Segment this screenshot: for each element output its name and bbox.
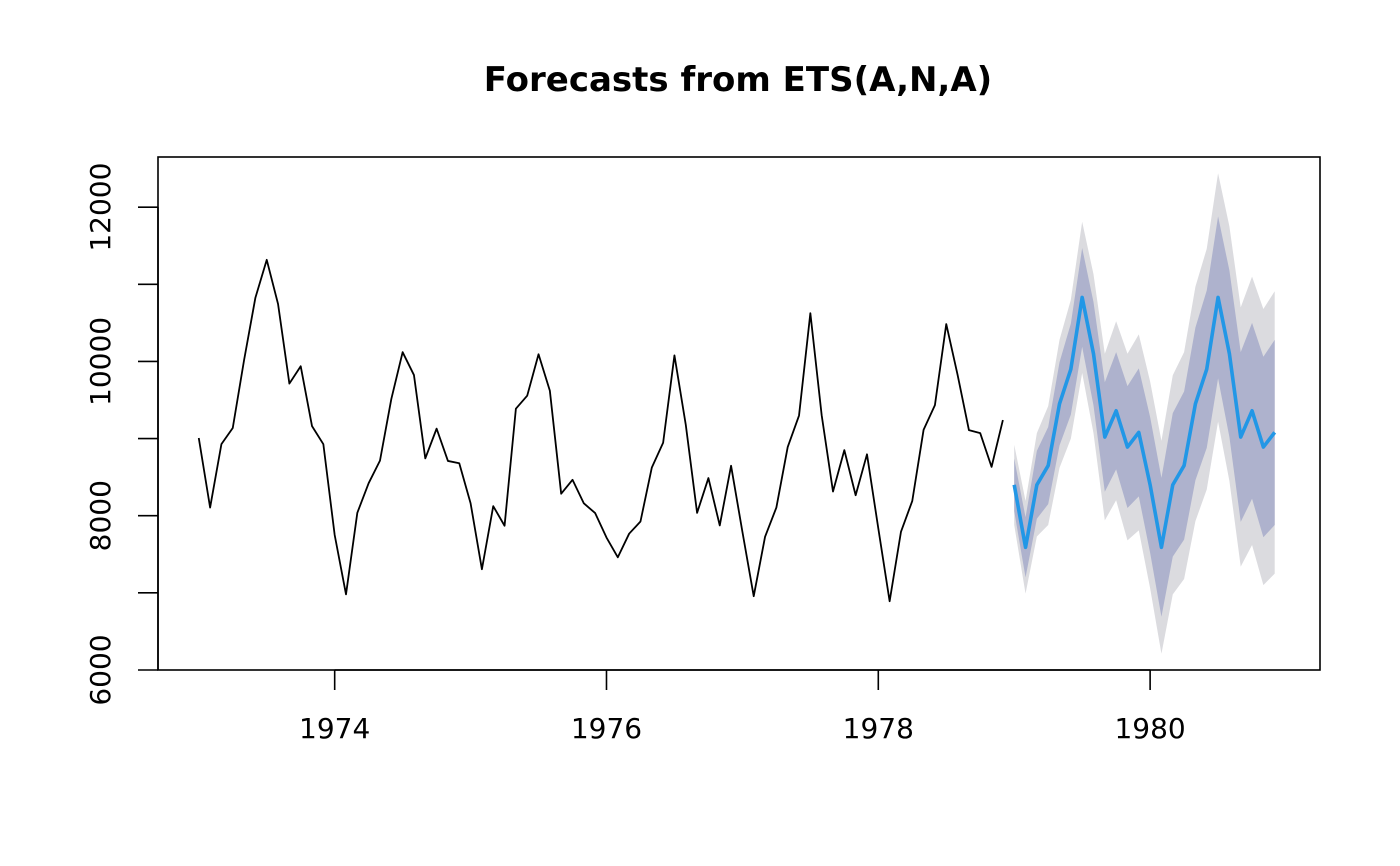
y-axis: 6000 8000 10000 12000 bbox=[84, 163, 159, 706]
y-tick-label: 8000 bbox=[84, 480, 117, 551]
x-tick-label: 1980 bbox=[1114, 712, 1185, 745]
history-line bbox=[197, 258, 1004, 603]
forecast-mean-line bbox=[1012, 295, 1277, 550]
y-tick-label: 6000 bbox=[84, 634, 117, 705]
chart-title: Forecasts from ETS(A,N,A) bbox=[484, 60, 992, 100]
x-axis: 1974 1976 1978 1980 bbox=[299, 669, 1186, 745]
y-tick-label: 12000 bbox=[84, 163, 117, 252]
x-tick-label: 1978 bbox=[843, 712, 914, 745]
x-tick-label: 1976 bbox=[571, 712, 642, 745]
forecast-series-layer bbox=[1012, 295, 1277, 550]
history-series-layer bbox=[197, 258, 1004, 603]
y-tick-label: 10000 bbox=[84, 317, 117, 406]
x-tick-label: 1974 bbox=[299, 712, 370, 745]
